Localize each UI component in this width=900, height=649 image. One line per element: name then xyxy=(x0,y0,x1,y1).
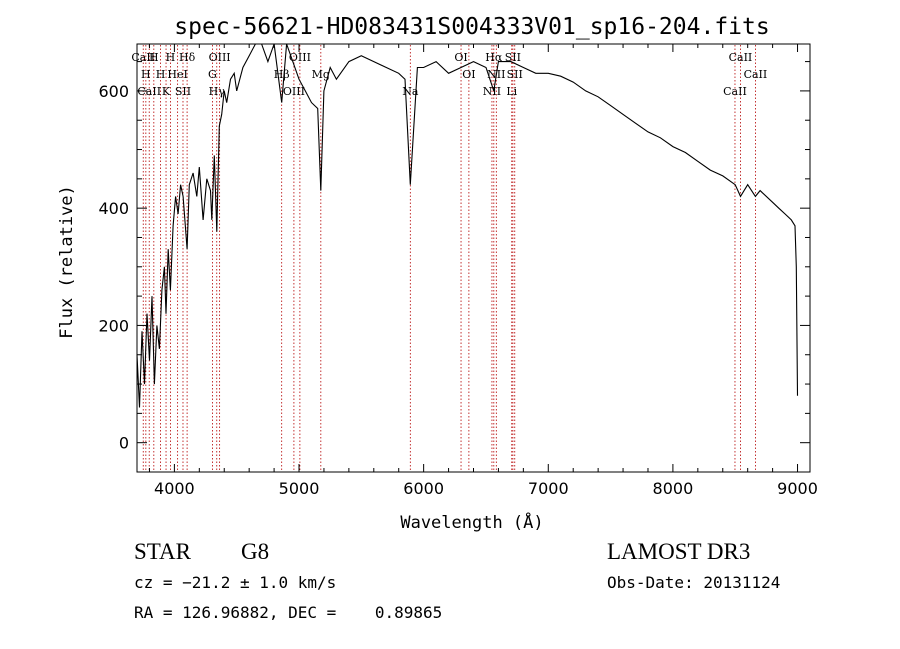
spectral-line-markers xyxy=(142,45,756,471)
spectral-line-label: OIII xyxy=(209,51,231,64)
spectral-line-label: SII xyxy=(505,51,521,64)
spectral-line-label: OI xyxy=(454,51,467,64)
y-tick-label: 400 xyxy=(98,199,129,218)
x-tick-label: 5000 xyxy=(279,479,320,498)
y-axis-label: Flux (relative) xyxy=(57,185,77,339)
cz-readout: cz = −21.2 ± 1.0 km/s xyxy=(134,573,337,592)
x-axis-label: Wavelength (Å) xyxy=(400,511,543,533)
spectral-line-label: SII xyxy=(507,68,523,81)
y-tick-label: 0 xyxy=(119,434,129,453)
x-tick-label: 4000 xyxy=(154,479,195,498)
spectral-line-label: CaII xyxy=(744,68,768,81)
spectral-line-label: OIII xyxy=(283,85,305,98)
spectral-line-label: G xyxy=(208,68,217,81)
spectral-line-label: Hα xyxy=(485,51,503,64)
spectral-line-label: OI xyxy=(462,68,475,81)
spectral-line-label: H xyxy=(166,51,176,64)
spectral-line-label: SII xyxy=(175,85,191,98)
spectral-line-label: NII xyxy=(483,85,501,98)
x-tick-label: 7000 xyxy=(528,479,569,498)
plot-frame xyxy=(136,43,811,473)
coordinates-readout: RA = 126.96882, DEC = 0.89865 xyxy=(134,603,443,622)
spectral-line-label: CaII xyxy=(137,85,161,98)
class-label: STAR xyxy=(134,539,191,564)
spectral-line-label: K xyxy=(162,85,171,98)
subclass-label: G8 xyxy=(241,539,270,564)
spectral-line-label: CaII xyxy=(729,51,753,64)
x-tick-label: 8000 xyxy=(653,479,694,498)
obs-date-readout: Obs-Date: 20131124 xyxy=(607,573,781,592)
survey-label: LAMOST DR3 xyxy=(607,539,751,564)
spectral-line-label: Mg xyxy=(312,68,330,81)
x-tick-label: 9000 xyxy=(777,479,818,498)
y-tick-label: 600 xyxy=(98,82,129,101)
chart-title: spec-56621-HD083431S004333V01_sp16-204.f… xyxy=(174,14,769,40)
spectral-line-label: CaII xyxy=(723,85,747,98)
spectral-line-label: H xyxy=(149,51,159,64)
spectral-line-label: Hβ xyxy=(274,68,290,81)
spectral-line-label: HeI xyxy=(167,68,187,81)
spectral-line-label: H xyxy=(141,68,151,81)
y-tick-label: 200 xyxy=(98,316,129,335)
spectral-line-labels: CaIIHCaIIHHKHHeISIIHδGHγOIIIHβOIIIOIIIMg… xyxy=(131,51,767,98)
spectral-line-label: Li xyxy=(506,85,517,98)
x-tick-label: 6000 xyxy=(403,479,444,498)
spectral-line-label: Hδ xyxy=(179,51,196,64)
x-axis: 4000 5000 6000 7000 8000 9000 xyxy=(148,44,818,498)
spectral-line-label: OIII xyxy=(289,51,311,64)
flux-series-line xyxy=(136,43,799,408)
spectral-line-label: Na xyxy=(402,85,419,98)
spectral-line-label: H xyxy=(156,68,166,81)
y-axis: 0 200 400 600 xyxy=(98,61,810,453)
spectral-line-label: Hγ xyxy=(209,85,226,98)
